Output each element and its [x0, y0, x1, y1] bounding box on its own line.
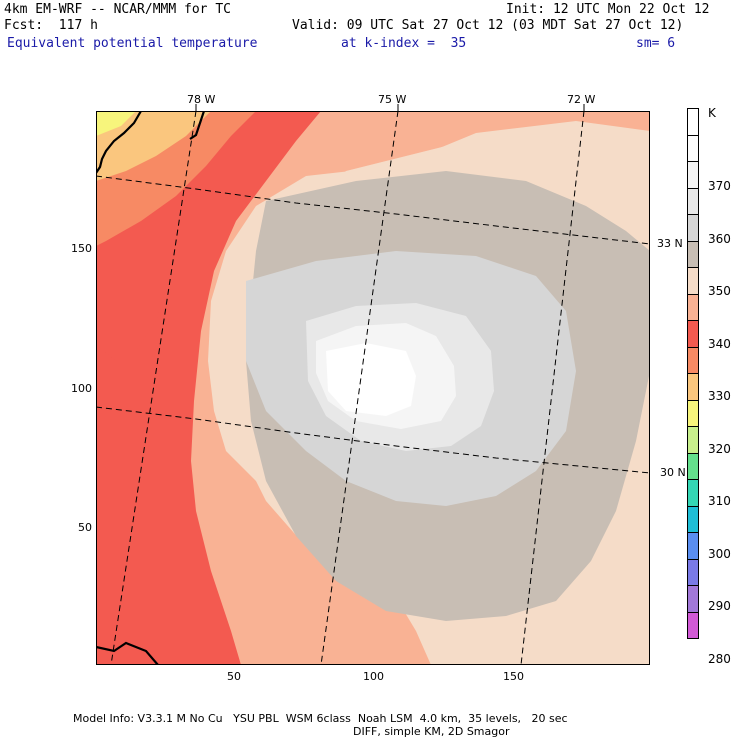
valid-time: Valid: 09 UTC Sat 27 Oct 12 (03 MDT Sat …	[292, 18, 684, 33]
legend-swatch	[687, 320, 699, 348]
legend-label: 310	[708, 494, 731, 508]
legend-swatch	[687, 161, 699, 189]
legend-label: 370	[708, 179, 731, 193]
legend-swatch	[687, 187, 699, 215]
coastline	[96, 111, 142, 174]
field-310-320	[96, 111, 136, 136]
x-tick-100: 100	[363, 670, 384, 683]
legend-swatch	[687, 505, 699, 533]
legend-label: 290	[708, 599, 731, 613]
legend-swatch	[687, 134, 699, 162]
lat-label-33n: 33 N	[657, 237, 683, 250]
meridian-75w	[320, 111, 399, 665]
smoothing: sm= 6	[636, 36, 676, 51]
meridian-72w	[520, 111, 585, 665]
coastline-south	[96, 641, 159, 665]
parallel-30n	[96, 406, 650, 474]
legend-swatch	[687, 293, 699, 321]
legend-unit: K	[708, 106, 716, 120]
color-legend	[687, 108, 699, 639]
y-tick-150: 150	[71, 242, 92, 255]
model-info-2: DIFF, simple KM, 2D Smagor	[353, 725, 510, 738]
legend-label: 300	[708, 546, 731, 561]
y-tick-100: 100	[71, 382, 92, 395]
legend-swatch	[687, 240, 699, 268]
legend-swatch	[687, 479, 699, 507]
forecast-hour: Fcst: 117 h	[4, 18, 98, 33]
legend-label: 350	[708, 284, 731, 298]
coastline-north	[189, 111, 206, 140]
model-info: Model Info: V3.3.1 M No Cu YSU PBL WSM 6…	[73, 712, 568, 725]
lon-label-78w: 78 W	[187, 93, 216, 106]
init-time: Init: 12 UTC Mon 22 Oct 12	[506, 2, 710, 17]
lat-lon-grid	[96, 111, 650, 665]
legend-swatch	[687, 399, 699, 427]
field-320-330	[96, 111, 211, 181]
top-ticks	[195, 104, 585, 111]
legend-swatch	[687, 611, 699, 639]
legend-swatch	[687, 426, 699, 454]
theta-e-map	[96, 111, 650, 665]
legend-swatch	[687, 585, 699, 613]
field-name: Equivalent potential temperature	[7, 36, 258, 51]
parallel-33n	[96, 175, 650, 245]
legend-swatch	[687, 108, 699, 136]
legend-swatch	[687, 373, 699, 401]
legend-swatch	[687, 214, 699, 242]
legend-swatch	[687, 267, 699, 295]
field-375-plus	[326, 343, 416, 416]
lon-label-75w: 75 W	[378, 93, 407, 106]
legend-swatch	[687, 452, 699, 480]
x-tick-150: 150	[503, 670, 524, 683]
lat-label-30n: 30 N	[660, 466, 686, 479]
legend-label: 330	[708, 389, 731, 403]
legend-swatch	[687, 346, 699, 374]
field-345-350	[96, 111, 650, 665]
legend-swatch	[687, 558, 699, 586]
y-tick-50: 50	[78, 521, 92, 534]
legend-swatch	[687, 532, 699, 560]
meridian-78w	[110, 111, 197, 665]
x-tick-50: 50	[227, 670, 241, 683]
field-335-red	[104, 226, 176, 361]
k-index: at k-index = 35	[341, 36, 467, 51]
legend-label: 360	[708, 231, 731, 246]
lon-label-72w: 72 W	[567, 93, 596, 106]
legend-label: 340	[708, 336, 731, 351]
model-title: 4km EM-WRF -- NCAR/MMM for TC	[4, 2, 231, 17]
legend-label: 320	[708, 441, 731, 456]
legend-label: 280	[708, 651, 731, 666]
map-frame	[96, 111, 650, 665]
